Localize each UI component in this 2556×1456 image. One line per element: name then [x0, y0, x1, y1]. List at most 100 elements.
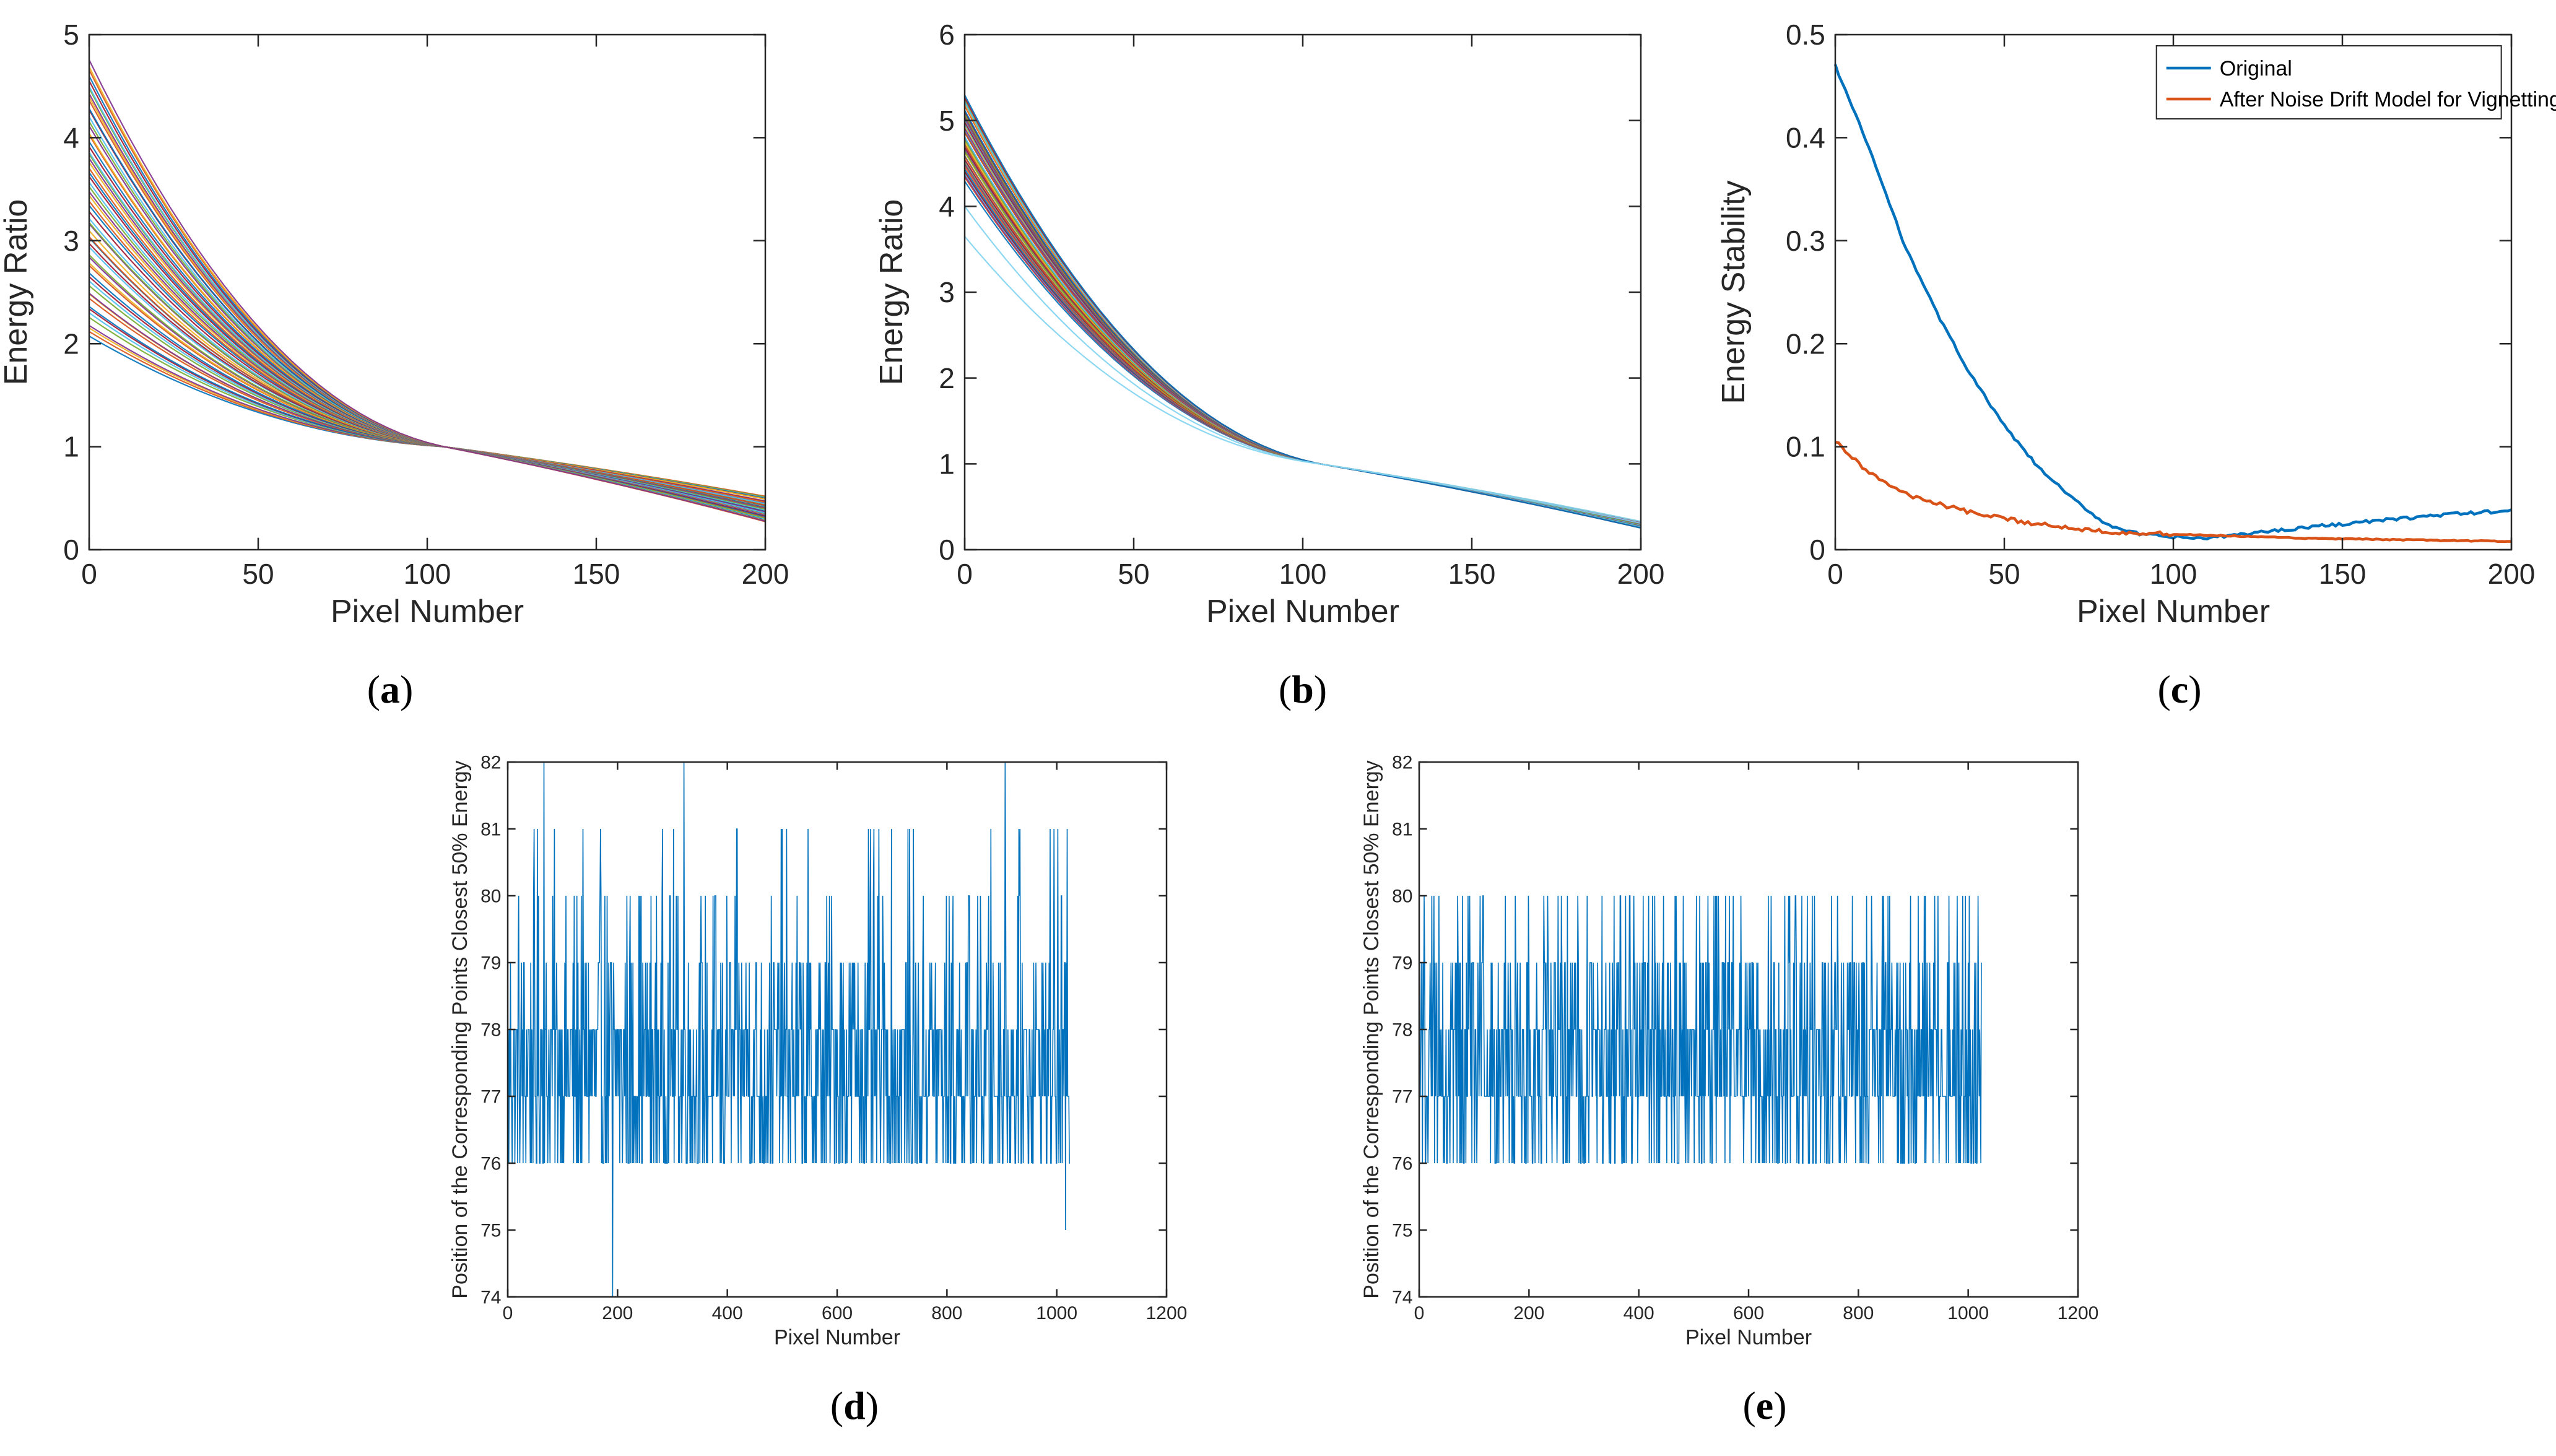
x-tick-label: 600	[1733, 1303, 1764, 1324]
series-line	[89, 181, 765, 511]
series-line	[89, 88, 765, 519]
series-line	[89, 69, 765, 522]
x-axis-label: Pixel Number	[774, 1326, 900, 1350]
chart-panel-e: 0 200 400 600 800 1000 1200 74 75 76 77 78 79 80 81 82 P…	[1360, 753, 2098, 1428]
x-tick-label: 150	[1448, 558, 1496, 590]
chart-panel-b: 0 50 100 150 200 0 1 2 3 4 5 6 Pixel Number Energy Ra…	[874, 19, 1664, 711]
panel-label: (c)	[2157, 667, 2201, 711]
series-line	[965, 137, 1641, 525]
panel-label: (b)	[1279, 667, 1327, 711]
y-tick-label: 0.5	[1786, 19, 1825, 51]
y-tick-label: 78	[480, 1020, 501, 1041]
panel-label: (d)	[830, 1384, 879, 1428]
series-line	[89, 59, 765, 522]
y-axis-label: Energy Ratio	[874, 199, 910, 386]
series-line	[965, 176, 1641, 522]
series-line	[89, 158, 765, 513]
legend-box	[2155, 45, 2502, 119]
y-tick-label: 1	[939, 448, 955, 480]
y-tick-label: 3	[63, 225, 79, 257]
y-tick-label: 0.3	[1786, 225, 1825, 257]
y-tick-label: 2	[939, 362, 955, 394]
series-line	[89, 141, 765, 515]
y-tick-label: 0	[1809, 534, 1825, 566]
series-line	[965, 171, 1641, 524]
x-tick-label: 200	[602, 1303, 633, 1324]
series-line	[965, 116, 1641, 527]
series-line	[965, 118, 1641, 527]
series-line	[965, 155, 1641, 525]
y-tick-label: 74	[480, 1288, 501, 1308]
x-tick-label: 0	[1414, 1303, 1425, 1324]
x-tick-label: 100	[404, 558, 451, 590]
series-line	[965, 139, 1641, 527]
series-line	[89, 324, 765, 498]
x-tick-label: 100	[1279, 558, 1327, 590]
series-line	[965, 111, 1641, 527]
y-tick-label: 77	[480, 1087, 501, 1107]
series-line	[965, 144, 1641, 525]
y-tick-label: 74	[1392, 1288, 1412, 1308]
x-tick-label: 200	[1617, 558, 1665, 590]
series-line	[965, 99, 1641, 528]
y-tick-label: 3	[939, 276, 955, 308]
y-axis-label: Position of the Corresponding Points Clo…	[1360, 760, 1383, 1298]
legend: Original After Noise Drift Model for Vign…	[2155, 45, 2556, 119]
series-line	[965, 136, 1641, 527]
y-tick-label: 0.2	[1786, 327, 1825, 360]
series-line	[965, 105, 1641, 527]
y-tick-label: 1	[63, 431, 79, 463]
x-tick-label: 0	[1827, 558, 1843, 590]
x-tick-label: 400	[712, 1303, 743, 1324]
y-tick-label: 4	[63, 122, 79, 154]
x-tick-label: 800	[1843, 1303, 1874, 1324]
y-tick-label: 4	[939, 190, 955, 222]
series-group	[89, 59, 765, 522]
y-tick-label: 78	[1392, 1020, 1412, 1041]
y-tick-label: 0	[939, 534, 955, 566]
x-tick-label: 100	[2150, 558, 2197, 590]
x-axis-label: Pixel Number	[1206, 594, 1399, 630]
series-line	[89, 109, 765, 517]
series-line	[89, 298, 765, 500]
series-line	[965, 132, 1641, 527]
x-axis-label: Pixel Number	[2077, 594, 2270, 630]
y-tick-label: 82	[1392, 753, 1412, 773]
series-line	[1419, 895, 1982, 1164]
series-line	[965, 117, 1641, 527]
series-line	[965, 102, 1641, 528]
series-line	[965, 131, 1641, 526]
series-line	[89, 76, 765, 521]
panel-label: (e)	[1742, 1384, 1786, 1428]
series-line	[965, 128, 1641, 526]
y-tick-label: 0.1	[1786, 431, 1825, 463]
series-line	[965, 103, 1641, 528]
series-line	[965, 175, 1641, 522]
series-line	[965, 152, 1641, 526]
series-line	[965, 114, 1641, 526]
series-line	[965, 147, 1641, 526]
series-line	[965, 156, 1641, 525]
x-tick-label: 150	[573, 558, 620, 590]
y-tick-label: 79	[1392, 953, 1412, 974]
series-line	[89, 171, 765, 513]
y-tick-label: 77	[1392, 1087, 1412, 1107]
x-tick-label: 150	[2319, 558, 2367, 590]
series-line	[89, 306, 765, 500]
series-line	[965, 163, 1641, 525]
x-tick-label: 800	[931, 1303, 962, 1324]
y-tick-label: 0.4	[1786, 122, 1825, 154]
series-line	[965, 173, 1641, 523]
series-line	[965, 150, 1641, 525]
series-line	[965, 142, 1641, 525]
x-tick-label: 50	[242, 558, 274, 590]
x-tick-label: 0	[503, 1303, 513, 1324]
series-line-original	[1833, 64, 2512, 540]
y-tick-label: 81	[480, 820, 501, 840]
chart-panel-c: 0 50 100 150 200 0 0.1 0.2 0.3 0.4 0.5 Pixel Number…	[1716, 19, 2556, 711]
x-axis-label: Pixel Number	[331, 594, 524, 630]
x-tick-label: 0	[957, 558, 973, 590]
x-tick-label: 200	[1513, 1303, 1544, 1324]
legend-entry: After Noise Drift Model for Vignetting	[2220, 88, 2556, 111]
x-tick-label: 1000	[1947, 1303, 1989, 1324]
